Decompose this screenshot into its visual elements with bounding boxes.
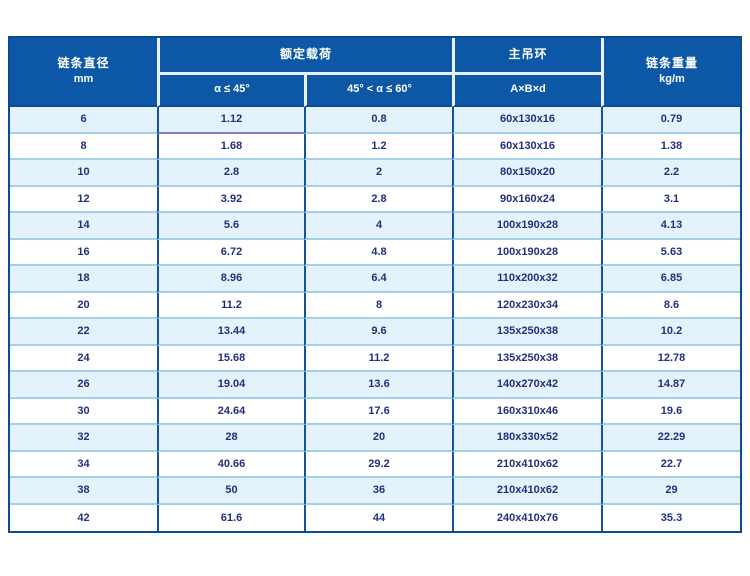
table-cell: 60x130x16 xyxy=(452,107,601,134)
table-cell: 60x130x16 xyxy=(452,133,601,160)
table-cell: 1.2 xyxy=(304,133,452,160)
header-chain-diameter-unit: mm xyxy=(73,73,94,86)
table-cell: 11.2 xyxy=(157,292,304,319)
table-cell: 19.04 xyxy=(157,372,304,399)
header-master-link-label: 主吊环 xyxy=(508,47,548,62)
table-cell: 12 xyxy=(10,186,157,213)
table-cell: 18 xyxy=(10,266,157,293)
table-cell: 16 xyxy=(10,239,157,266)
header-chain-weight-label: 链条重量 xyxy=(645,55,698,70)
table-cell: 2.8 xyxy=(157,160,304,187)
table-cell: 32 xyxy=(10,425,157,452)
table-cell: 1.12 xyxy=(157,107,304,134)
table-cell: 17.6 xyxy=(304,398,452,425)
table-cell: 10 xyxy=(10,160,157,187)
header-angle-le-45-label: α ≤ 45° xyxy=(214,83,250,96)
table-cell: 135x250x38 xyxy=(452,319,601,346)
table-cell: 14.87 xyxy=(601,372,740,399)
table-cell: 9.6 xyxy=(304,319,452,346)
table-cell: 22 xyxy=(10,319,157,346)
header-chain-diameter-label: 链条直径 xyxy=(57,55,110,70)
table-cell: 80x150x20 xyxy=(452,160,601,187)
table-cell: 44 xyxy=(304,504,452,531)
table-cell: 210x410x62 xyxy=(452,451,601,478)
table-cell: 6.72 xyxy=(157,239,304,266)
table-cell: 8 xyxy=(10,133,157,160)
header-chain-weight-unit: kg/m xyxy=(659,73,685,86)
table-cell: 1.68 xyxy=(157,133,304,160)
table-cell: 35.3 xyxy=(601,504,740,531)
table-cell: 38 xyxy=(10,478,157,505)
table-cell: 2.2 xyxy=(601,160,740,187)
table-cell: 28 xyxy=(157,425,304,452)
header-angle-45-to-60: 45° < α ≤ 60° xyxy=(304,72,452,107)
table-cell: 240x410x76 xyxy=(452,504,601,531)
table-cell: 6 xyxy=(10,107,157,134)
table-cell: 140x270x42 xyxy=(452,372,601,399)
table-cell: 20 xyxy=(304,425,452,452)
table-cell: 36 xyxy=(304,478,452,505)
table-cell: 20 xyxy=(10,292,157,319)
header-axbxd: A×B×d xyxy=(452,72,601,107)
table-cell: 15.68 xyxy=(157,345,304,372)
table-cell: 0.79 xyxy=(601,107,740,134)
table-cell: 160x310x46 xyxy=(452,398,601,425)
table-cell: 135x250x38 xyxy=(452,345,601,372)
table-cell: 4.8 xyxy=(304,239,452,266)
table-cell: 100x190x28 xyxy=(452,239,601,266)
table-cell: 180x330x52 xyxy=(452,425,601,452)
table-cell: 110x200x32 xyxy=(452,266,601,293)
table-cell: 24 xyxy=(10,345,157,372)
table-cell: 14 xyxy=(10,213,157,240)
table-cell: 22.7 xyxy=(601,451,740,478)
table-cell: 34 xyxy=(10,451,157,478)
table-cell: 50 xyxy=(157,478,304,505)
table-cell: 120x230x34 xyxy=(452,292,601,319)
table-cell: 29.2 xyxy=(304,451,452,478)
header-chain-diameter: 链条直径 mm xyxy=(10,38,157,107)
table-cell: 29 xyxy=(601,478,740,505)
table-cell: 1.38 xyxy=(601,133,740,160)
table-cell: 3.1 xyxy=(601,186,740,213)
table-cell: 4 xyxy=(304,213,452,240)
table-cell: 2 xyxy=(304,160,452,187)
table-cell: 100x190x28 xyxy=(452,213,601,240)
table-cell: 10.2 xyxy=(601,319,740,346)
table-cell: 2.8 xyxy=(304,186,452,213)
table-cell: 30 xyxy=(10,398,157,425)
header-angle-45-to-60-label: 45° < α ≤ 60° xyxy=(347,83,412,96)
table-cell: 40.66 xyxy=(157,451,304,478)
table-cell: 24.64 xyxy=(157,398,304,425)
table-cell: 8.96 xyxy=(157,266,304,293)
table-cell: 5.6 xyxy=(157,213,304,240)
table-cell: 11.2 xyxy=(304,345,452,372)
table-cell: 26 xyxy=(10,372,157,399)
header-axbxd-label: A×B×d xyxy=(510,83,546,96)
table-cell: 8 xyxy=(304,292,452,319)
table-cell: 12.78 xyxy=(601,345,740,372)
table-cell: 6.85 xyxy=(601,266,740,293)
table-cell: 13.6 xyxy=(304,372,452,399)
header-chain-weight: 链条重量 kg/m xyxy=(601,38,740,107)
table-cell: 22.29 xyxy=(601,425,740,452)
header-master-link: 主吊环 xyxy=(452,38,601,72)
table-cell: 0.8 xyxy=(304,107,452,134)
table-cell: 90x160x24 xyxy=(452,186,601,213)
table-cell: 6.4 xyxy=(304,266,452,293)
table-cell: 19.6 xyxy=(601,398,740,425)
table-cell: 5.63 xyxy=(601,239,740,266)
header-rated-load: 额定载荷 xyxy=(157,38,452,72)
table-cell: 4.13 xyxy=(601,213,740,240)
table-cell: 8.6 xyxy=(601,292,740,319)
table-cell: 42 xyxy=(10,504,157,531)
chain-spec-table: 链条直径 mm 额定载荷 主吊环 链条重量 kg/m α ≤ 45° 45° <… xyxy=(8,36,742,533)
table-cell: 13.44 xyxy=(157,319,304,346)
table-cell: 3.92 xyxy=(157,186,304,213)
table-cell: 61.6 xyxy=(157,504,304,531)
table-cell: 210x410x62 xyxy=(452,478,601,505)
header-angle-le-45: α ≤ 45° xyxy=(157,72,304,107)
header-rated-load-label: 额定载荷 xyxy=(279,47,332,62)
